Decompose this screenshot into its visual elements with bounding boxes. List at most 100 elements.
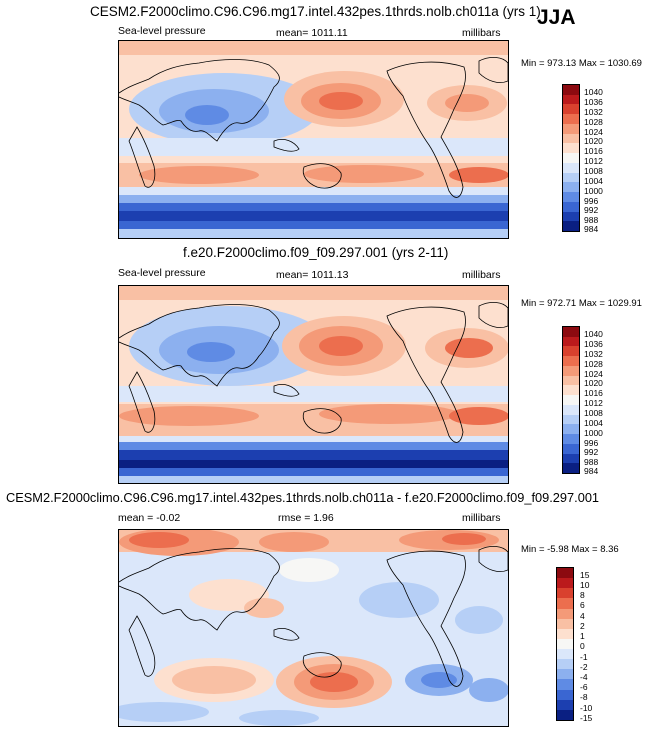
cb3-cell (557, 578, 573, 589)
cb3-cell (557, 679, 573, 690)
cb1-cell (563, 153, 579, 163)
colorbar-tick-label: 984 (584, 466, 599, 476)
cb3-cell (557, 659, 573, 670)
cb1-cell (563, 182, 579, 193)
colorbar-tick-label: 1024 (584, 127, 603, 137)
panel-1-colorbar (562, 84, 580, 232)
cb2-cell (563, 404, 579, 415)
cb2-cell (563, 453, 579, 464)
panel-3-map (118, 529, 509, 727)
colorbar-tick-label: -4 (580, 672, 588, 682)
cb3-cell (557, 608, 573, 619)
cb2-cell (563, 463, 579, 473)
cb1-cell (563, 172, 579, 183)
panel-1-minmax: Min = 973.13 Max = 1030.69 (521, 58, 642, 69)
coastlines-panel-3 (119, 546, 508, 687)
cb3-cell (557, 689, 573, 700)
cb3-cell (557, 628, 573, 639)
colorbar-tick-label: 1008 (584, 166, 603, 176)
panel-3-colorbar (556, 567, 574, 721)
colorbar-tick-label: 10 (580, 580, 590, 590)
colorbar-tick-label: 1028 (584, 117, 603, 127)
cb2-cell (563, 346, 579, 357)
colorbar-tick-label: 2 (580, 621, 585, 631)
coastlines-panel-2 (119, 302, 508, 443)
pressure-field-panel-1 (119, 41, 508, 238)
colorbar-tick-label: -10 (580, 703, 593, 713)
panel-1-title: CESM2.F2000climo.C96.C96.mg17.intel.432p… (90, 4, 541, 19)
cb1-cell (563, 114, 579, 124)
panel-2-map (118, 285, 509, 484)
cb3-cell (557, 588, 573, 599)
panel-2-title: f.e20.F2000climo.f09_f09.297.001 (yrs 2-… (183, 245, 449, 260)
cb2-cell (563, 395, 579, 405)
colorbar-tick-label: 1012 (584, 156, 603, 166)
cb3-cell (557, 568, 573, 579)
panel-1-variable-label: Sea-level pressure (118, 25, 206, 37)
cb3-cell (557, 649, 573, 660)
colorbar-tick-label: 1004 (584, 176, 603, 186)
difference-field-panel-3 (119, 530, 508, 726)
cb1-cell (563, 192, 579, 202)
cb1-cell (563, 133, 579, 144)
cb3-cell (557, 638, 573, 650)
panel-3-units-label: millibars (462, 512, 501, 524)
panel-3-rmse-label: rmse = 1.96 (278, 512, 334, 524)
colorbar-tick-label: 1024 (584, 369, 603, 379)
panel-1-map (118, 40, 509, 239)
colorbar-tick-label: 1020 (584, 378, 603, 388)
colorbar-tick-label: 1040 (584, 329, 603, 339)
colorbar-tick-label: 1032 (584, 349, 603, 359)
cb1-cell (563, 104, 579, 115)
colorbar-tick-label: 8 (580, 590, 585, 600)
panel-3-mean-label: mean = -0.02 (118, 512, 181, 524)
cb1-cell (563, 123, 579, 134)
panel-3-minmax: Min = -5.98 Max = 8.36 (521, 544, 619, 555)
colorbar-tick-label: 1004 (584, 418, 603, 428)
panel-2-minmax: Min = 972.71 Max = 1029.91 (521, 298, 642, 309)
cb1-cell (563, 201, 579, 212)
colorbar-tick-label: -1 (580, 652, 588, 662)
colorbar-tick-label: 1040 (584, 87, 603, 97)
panel-1-units-label: millibars (462, 27, 501, 39)
colorbar-tick-label: 1016 (584, 388, 603, 398)
colorbar-tick-label: 1016 (584, 146, 603, 156)
cb2-cell (563, 424, 579, 435)
colorbar-tick-label: -6 (580, 682, 588, 692)
cb3-cell (557, 598, 573, 609)
cb3-cell (557, 669, 573, 680)
panel-2-units-label: millibars (462, 269, 501, 281)
colorbar-tick-label: 988 (584, 457, 599, 467)
colorbar-tick-label: -8 (580, 692, 588, 702)
panel-2-mean-label: mean= 1011.13 (276, 269, 349, 281)
colorbar-tick-label: -2 (580, 662, 588, 672)
colorbar-tick-label: 992 (584, 447, 599, 457)
colorbar-tick-label: 1008 (584, 408, 603, 418)
panel-2-variable-label: Sea-level pressure (118, 267, 206, 279)
cb2-cell (563, 375, 579, 386)
cb3-cell (557, 618, 573, 629)
colorbar-tick-label: 1036 (584, 339, 603, 349)
cb2-cell (563, 443, 579, 454)
cb1-cell (563, 211, 579, 222)
colorbar-tick-label: 988 (584, 215, 599, 225)
colorbar-tick-label: 992 (584, 205, 599, 215)
cb2-cell (563, 327, 579, 337)
colorbar-tick-label: 1032 (584, 107, 603, 117)
season-label: JJA (537, 6, 576, 29)
colorbar-tick-label: 1012 (584, 398, 603, 408)
cb1-cell (563, 143, 579, 154)
colorbar-tick-label: 0 (580, 641, 585, 651)
cb1-cell (563, 162, 579, 173)
cb1-cell (563, 221, 579, 231)
cb2-cell (563, 336, 579, 347)
colorbar-tick-label: 1000 (584, 428, 603, 438)
cb2-cell (563, 414, 579, 425)
colorbar-tick-label: 4 (580, 611, 585, 621)
cb1-cell (563, 94, 579, 105)
cb3-cell (557, 709, 573, 720)
cb2-cell (563, 434, 579, 444)
colorbar-tick-label: 1020 (584, 136, 603, 146)
colorbar-tick-label: 15 (580, 570, 590, 580)
coastlines-panel-1 (119, 57, 508, 198)
